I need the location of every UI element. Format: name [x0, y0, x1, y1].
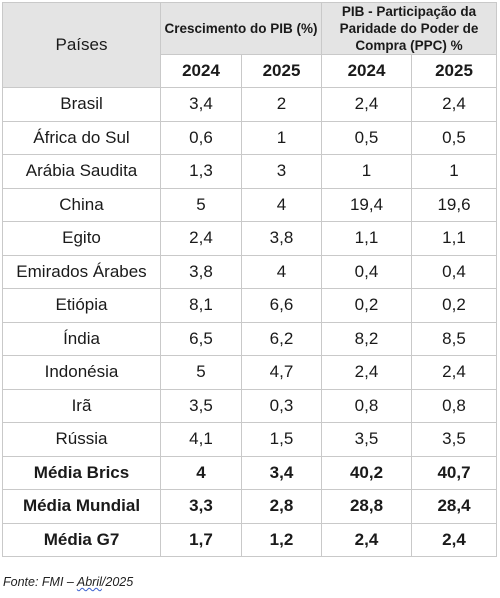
ppp-2025-cell: 0,8 — [411, 388, 497, 423]
ppp-2025-cell: 1,1 — [411, 221, 497, 256]
average-label-cell: Média Brics — [2, 455, 161, 490]
ppp-2024-cell: 8,2 — [321, 321, 412, 356]
table-row: Rússia 4,1 1,5 3,5 3,5 — [2, 422, 497, 457]
ppp-2024-cell: 2,4 — [321, 87, 412, 122]
growth-2025-cell: 3 — [241, 154, 322, 189]
growth-2024-cell: 6,5 — [160, 321, 242, 356]
header-gdp-growth: Crescimento do PIB (%) — [160, 2, 322, 55]
source-note: Fonte: FMI – Abril/2025 — [3, 575, 133, 589]
average-label-cell: Média G7 — [2, 522, 161, 557]
growth-2025-cell: 6,2 — [241, 321, 322, 356]
growth-2025-cell: 2 — [241, 87, 322, 122]
table-row: Indonésia 5 4,7 2,4 2,4 — [2, 355, 497, 390]
country-cell: Irã — [2, 388, 161, 423]
header-year: 2024 — [160, 54, 242, 88]
ppp-2024-cell: 2,4 — [321, 522, 412, 557]
growth-2024-cell: 5 — [160, 187, 242, 222]
ppp-2025-cell: 8,5 — [411, 321, 497, 356]
ppp-2024-cell: 2,4 — [321, 355, 412, 390]
ppp-2024-cell: 28,8 — [321, 489, 412, 524]
growth-2025-cell: 0,3 — [241, 388, 322, 423]
ppp-2025-cell: 0,2 — [411, 288, 497, 323]
ppp-2025-cell: 0,4 — [411, 254, 497, 289]
ppp-2025-cell: 28,4 — [411, 489, 497, 524]
growth-2024-cell: 5 — [160, 355, 242, 390]
growth-2024-cell: 4 — [160, 455, 242, 490]
ppp-2024-cell: 19,4 — [321, 187, 412, 222]
country-cell: Etiópia — [2, 288, 161, 323]
country-cell: Brasil — [2, 87, 161, 122]
growth-2025-cell: 4,7 — [241, 355, 322, 390]
country-cell: Arábia Saudita — [2, 154, 161, 189]
ppp-2025-cell: 3,5 — [411, 422, 497, 457]
ppp-2025-cell: 1 — [411, 154, 497, 189]
table-row: Etiópia 8,1 6,6 0,2 0,2 — [2, 288, 497, 323]
ppp-2025-cell: 2,4 — [411, 87, 497, 122]
table-row: China 5 4 19,4 19,6 — [2, 187, 497, 222]
source-month: Abril — [76, 575, 102, 589]
ppp-2024-cell: 0,2 — [321, 288, 412, 323]
ppp-2024-cell: 40,2 — [321, 455, 412, 490]
ppp-2024-cell: 0,8 — [321, 388, 412, 423]
growth-2024-cell: 3,5 — [160, 388, 242, 423]
average-label-cell: Média Mundial — [2, 489, 161, 524]
ppp-2024-cell: 3,5 — [321, 422, 412, 457]
table-row: Emirados Árabes 3,8 4 0,4 0,4 — [2, 254, 497, 289]
table-header-row: Países Crescimento do PIB (%) PIB - Part… — [2, 2, 497, 88]
table-row: África do Sul 0,6 1 0,5 0,5 — [2, 120, 497, 155]
gdp-table: Países Crescimento do PIB (%) PIB - Part… — [2, 2, 497, 557]
growth-2024-cell: 3,3 — [160, 489, 242, 524]
growth-2025-cell: 3,4 — [241, 455, 322, 490]
header-year: 2025 — [241, 54, 322, 88]
ppp-2024-cell: 0,4 — [321, 254, 412, 289]
average-row: Média G7 1,7 1,2 2,4 2,4 — [2, 522, 497, 557]
growth-2024-cell: 0,6 — [160, 120, 242, 155]
growth-2024-cell: 1,3 — [160, 154, 242, 189]
header-countries: Países — [2, 2, 161, 88]
ppp-2025-cell: 2,4 — [411, 522, 497, 557]
country-cell: Emirados Árabes — [2, 254, 161, 289]
table-row: Índia 6,5 6,2 8,2 8,5 — [2, 321, 497, 356]
country-cell: África do Sul — [2, 120, 161, 155]
year-header-row: 2024 2025 2024 2025 — [3, 54, 497, 88]
ppp-2025-cell: 2,4 — [411, 355, 497, 390]
growth-2025-cell: 6,6 — [241, 288, 322, 323]
country-cell: Indonésia — [2, 355, 161, 390]
country-cell: China — [2, 187, 161, 222]
growth-2025-cell: 4 — [241, 254, 322, 289]
ppp-2025-cell: 0,5 — [411, 120, 497, 155]
table-row: Arábia Saudita 1,3 3 1 1 — [2, 154, 497, 189]
header-year: 2024 — [321, 54, 412, 88]
ppp-2024-cell: 1 — [321, 154, 412, 189]
growth-2024-cell: 3,4 — [160, 87, 242, 122]
table-row: Egito 2,4 3,8 1,1 1,1 — [2, 221, 497, 256]
growth-2025-cell: 3,8 — [241, 221, 322, 256]
header-year: 2025 — [411, 54, 497, 88]
table-row: Brasil 3,4 2 2,4 2,4 — [2, 87, 497, 122]
growth-2025-cell: 2,8 — [241, 489, 322, 524]
growth-2024-cell: 3,8 — [160, 254, 242, 289]
growth-2025-cell: 1,2 — [241, 522, 322, 557]
growth-2025-cell: 1,5 — [241, 422, 322, 457]
growth-2024-cell: 2,4 — [160, 221, 242, 256]
growth-2025-cell: 4 — [241, 187, 322, 222]
country-cell: Índia — [2, 321, 161, 356]
source-prefix: Fonte: FMI – — [3, 575, 77, 589]
country-cell: Egito — [2, 221, 161, 256]
growth-2025-cell: 1 — [241, 120, 322, 155]
country-cell: Rússia — [2, 422, 161, 457]
source-year: /2025 — [101, 575, 134, 589]
ppp-2025-cell: 19,6 — [411, 187, 497, 222]
ppp-2024-cell: 0,5 — [321, 120, 412, 155]
ppp-2024-cell: 1,1 — [321, 221, 412, 256]
ppp-2025-cell: 40,7 — [411, 455, 497, 490]
average-row: Média Brics 4 3,4 40,2 40,7 — [2, 455, 497, 490]
growth-2024-cell: 8,1 — [160, 288, 242, 323]
table-row: Irã 3,5 0,3 0,8 0,8 — [2, 388, 497, 423]
growth-2024-cell: 1,7 — [160, 522, 242, 557]
growth-2024-cell: 4,1 — [160, 422, 242, 457]
average-row: Média Mundial 3,3 2,8 28,8 28,4 — [2, 489, 497, 524]
header-gdp-ppp-share: PIB - Participação da Paridade do Poder … — [321, 2, 497, 55]
